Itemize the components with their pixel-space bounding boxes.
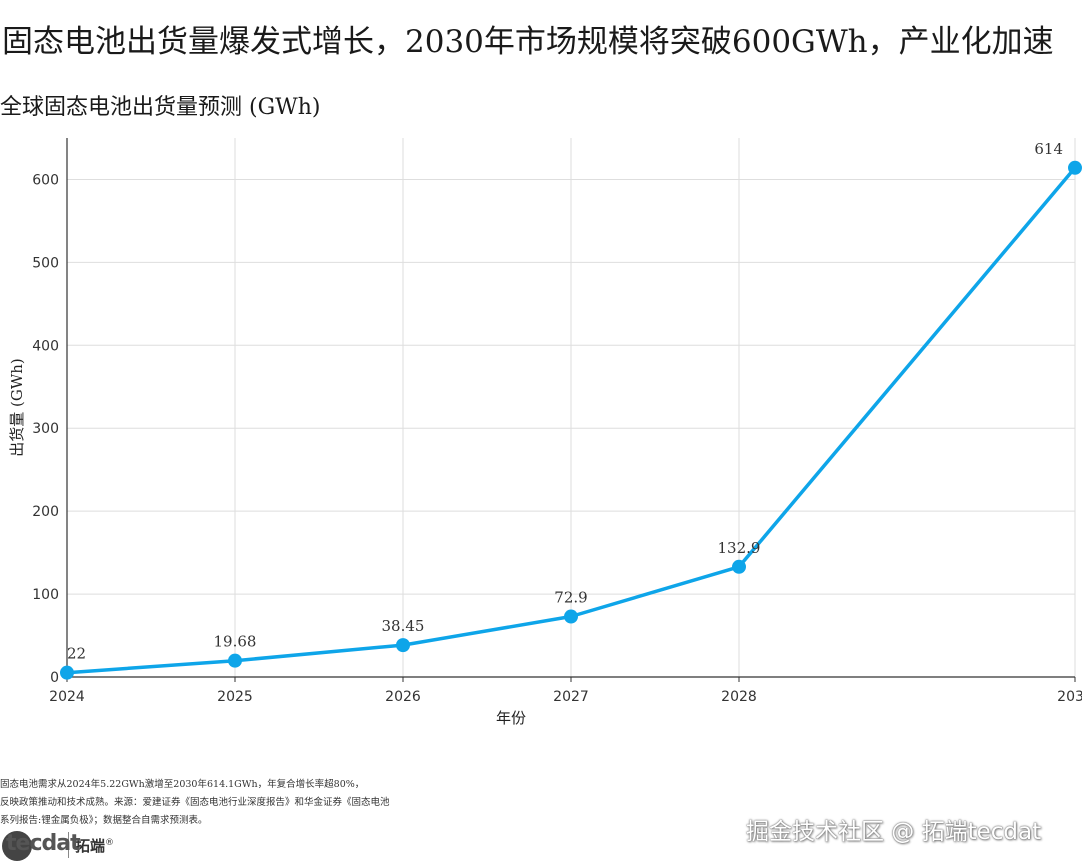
- series-line: [66, 166, 1077, 675]
- data-label: 72.9: [554, 589, 587, 607]
- tecdat-logo-mark: tecdat: [2, 829, 81, 861]
- data-labels: 22 19.68 38.45 72.9 132.9 614: [67, 140, 1063, 663]
- y-axis-title: 出货量 (GWh): [8, 358, 26, 457]
- logo-mark-text: tecdat: [6, 831, 81, 856]
- y-tick-label: 300: [32, 421, 59, 437]
- x-tick-label: 2027: [553, 689, 589, 705]
- footnote: 固态电池需求从2024年5.22GWh激增至2030年614.1GWh，年复合增…: [0, 776, 520, 830]
- logo-name: 拓端®: [75, 836, 115, 855]
- watermark: 掘金技术社区 @ 拓端tecdat: [746, 819, 1042, 845]
- data-points: [60, 160, 1082, 680]
- y-tick-label: 400: [32, 338, 59, 354]
- y-tick-label: 100: [32, 587, 59, 603]
- x-tick-label: 2025: [217, 689, 253, 705]
- x-tick-label: 2030: [1057, 689, 1082, 705]
- y-tick-label: 500: [32, 255, 59, 271]
- y-tick-label: 0: [50, 670, 59, 686]
- line-chart: 0 100 200 300 400 500 600 2024 2025 2026 2027 2028 2…: [8, 138, 1082, 727]
- data-label: 22: [67, 645, 86, 663]
- data-point: [564, 609, 578, 624]
- data-label: 132.9: [718, 539, 761, 557]
- data-label: 38.45: [382, 617, 425, 635]
- x-tick-label: 2024: [49, 689, 85, 705]
- data-point: [732, 559, 746, 574]
- data-point: [1068, 160, 1082, 175]
- logo-divider: [68, 832, 69, 858]
- data-label: 614: [1034, 140, 1063, 158]
- axes: [66, 138, 1076, 682]
- x-tick-label: 2028: [721, 689, 757, 705]
- data-label: 19.68: [214, 633, 257, 651]
- chart-title: 全球固态电池出货量预测 (GWh): [0, 95, 321, 120]
- x-tick-label: 2026: [385, 689, 421, 705]
- data-point: [60, 665, 74, 680]
- brand-logo: tecdat 拓端®: [2, 828, 114, 862]
- footnote-line: 反映政策推动和技术成熟。来源：爱建证券《固态电池行业深度报告》和华金证券《固态电…: [0, 797, 390, 808]
- footnote-line: 系列报告:锂金属负极》；数据整合自需求预测表。: [0, 815, 208, 826]
- data-point: [228, 653, 242, 668]
- x-axis-title: 年份: [496, 709, 526, 727]
- y-tick-label: 200: [32, 504, 59, 520]
- main-title: 固态电池出货量爆发式增长，2030年市场规模将突破600GWh，产业化加速: [2, 24, 1054, 60]
- data-point: [396, 638, 410, 653]
- tick-labels: 0 100 200 300 400 500 600 2024 2025 2026 2027 2028 2…: [32, 172, 1082, 705]
- footnote-line: 固态电池需求从2024年5.22GWh激增至2030年614.1GWh，年复合增…: [0, 779, 365, 790]
- y-tick-label: 600: [32, 172, 59, 188]
